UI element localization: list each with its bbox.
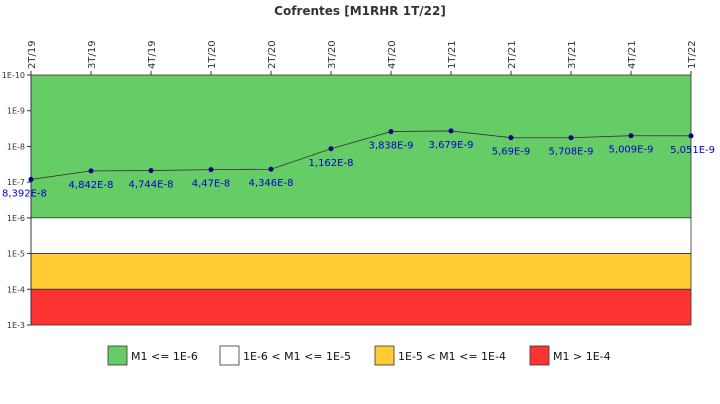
band-3: [30, 288, 692, 326]
x-tick-label: 1T/20: [207, 40, 218, 69]
data-label: 8,392E-8: [2, 188, 47, 199]
x-tick-label: 3T/21: [567, 40, 578, 69]
band-2: [30, 253, 692, 290]
chart-title: Cofrentes [M1RHR 1T/22]: [274, 4, 446, 18]
data-point: [28, 176, 34, 182]
data-point: [148, 168, 154, 174]
data-point: [628, 133, 634, 139]
data-label: 5,009E-9: [609, 145, 654, 156]
data-point: [208, 167, 214, 173]
x-axis: 2T/19 3T/19 4T/19 1T/20 2T/20 3T/20 4T/20 1T/21…: [27, 40, 698, 75]
data-point: [328, 146, 334, 152]
data-point: [508, 135, 514, 141]
x-tick-label: 4T/19: [147, 40, 158, 69]
series-line-path: [30, 130, 692, 180]
data-label: 4,744E-8: [129, 180, 174, 191]
legend: M1 <= 1E-6 1E-6 < M1 <= 1E-5 1E-5 < M1 <= …: [107, 345, 611, 366]
band-1: [30, 217, 692, 254]
data-label: 4,346E-8: [249, 178, 294, 189]
x-tick-label: 4T/20: [387, 40, 398, 69]
y-tick-label: 1E-8: [7, 142, 25, 151]
x-tick-label: 1T/22: [687, 40, 698, 69]
y-tick-label: 1E-10: [2, 71, 25, 80]
data-point: [388, 129, 394, 135]
x-tick-label: 3T/19: [87, 40, 98, 69]
data-point: [88, 168, 94, 174]
data-label: 5,69E-9: [492, 147, 531, 158]
legend-swatch: [219, 345, 240, 366]
band-0: [30, 74, 692, 219]
data-label: 3,838E-9: [369, 141, 414, 152]
data-label: 3,679E-9: [429, 140, 474, 151]
legend-swatch: [374, 345, 395, 366]
x-tick-label: 4T/21: [627, 40, 638, 69]
x-tick-label: 2T/20: [267, 40, 278, 69]
legend-swatch: [529, 345, 550, 366]
legend-label: 1E-6 < M1 <= 1E-5: [243, 350, 351, 363]
legend-label: 1E-5 < M1 <= 1E-4: [398, 350, 506, 363]
data-point: [568, 135, 574, 141]
series-line: 8,392E-8 4,842E-8 4,744E-8 4,47E-8 4,346E-8 1…: [2, 128, 715, 199]
x-tick-label: 1T/21: [447, 40, 458, 69]
x-tick-label: 2T/21: [507, 40, 518, 69]
y-tick-label: 1E-7: [7, 178, 25, 187]
x-tick-label: 2T/19: [27, 40, 38, 69]
legend-swatch: [107, 345, 128, 366]
y-tick-label: 1E-4: [7, 285, 25, 294]
y-tick-label: 1E-9: [7, 107, 25, 116]
data-label: 5,708E-9: [549, 147, 594, 158]
data-label: 5,051E-9: [670, 145, 715, 156]
threshold-bands: [30, 74, 692, 326]
y-tick-label: 1E-5: [7, 250, 25, 259]
data-label: 4,842E-8: [69, 180, 114, 191]
y-axis: 1E-10 1E-9 1E-8 1E-7 1E-6 1E-5 1E-4 1E-3: [2, 71, 32, 330]
data-point: [448, 128, 454, 134]
y-tick-label: 1E-6: [7, 214, 25, 223]
data-point: [268, 166, 274, 172]
data-point: [688, 133, 694, 139]
y-tick-label: 1E-3: [7, 321, 25, 330]
data-label: 1,162E-8: [309, 158, 354, 169]
x-tick-label: 3T/20: [327, 40, 338, 69]
data-label: 4,47E-8: [192, 179, 231, 190]
legend-label: M1 > 1E-4: [553, 350, 611, 363]
legend-label: M1 <= 1E-6: [131, 350, 198, 363]
